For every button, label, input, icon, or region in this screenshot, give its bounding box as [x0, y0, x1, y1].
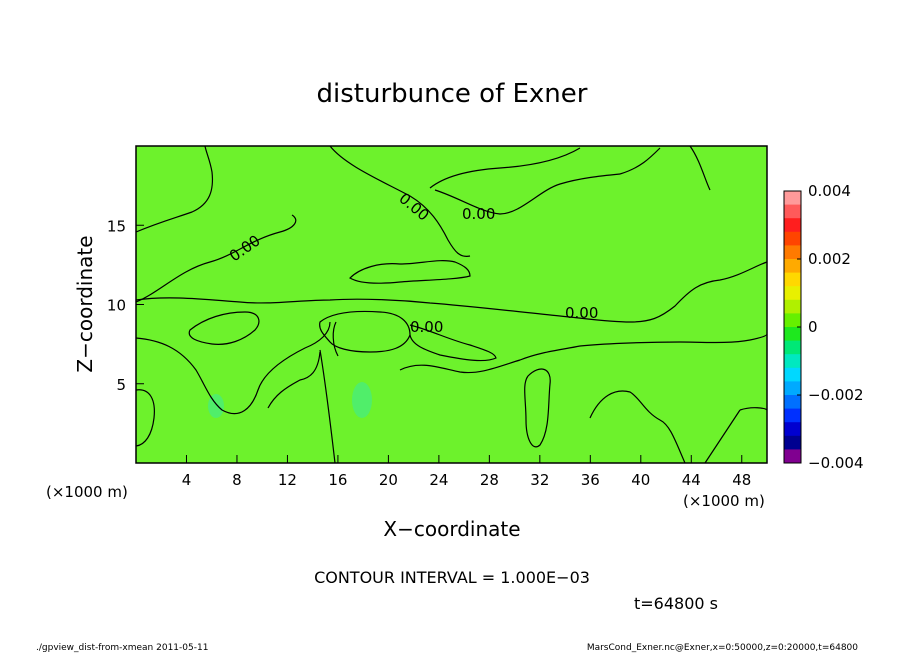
contour-line — [524, 368, 551, 448]
contour-line — [329, 145, 471, 257]
contour-line — [399, 333, 768, 374]
colorbar-cell — [784, 381, 801, 396]
chart-title: disturbunce of Exner — [317, 79, 588, 109]
y-tick-label: 15 — [107, 217, 126, 235]
x-tick-label: 44 — [682, 471, 701, 489]
x-tick-label: 16 — [328, 471, 347, 489]
colorbar-cell — [784, 272, 801, 287]
colorbar-cell — [784, 408, 801, 423]
x-tick-label: 8 — [232, 471, 242, 489]
contour-line — [434, 173, 621, 215]
colorbar-cell — [784, 313, 801, 328]
colorbar-cell — [784, 422, 801, 437]
contour-line — [429, 147, 581, 189]
contour-line — [409, 324, 497, 362]
y-tick-label: 10 — [107, 297, 126, 315]
x-tick-label: 24 — [429, 471, 448, 489]
contour-line — [589, 390, 686, 464]
contour-line — [188, 311, 260, 345]
colorbar-cell — [784, 286, 801, 301]
y-axis-label: Z−coordinate — [73, 235, 97, 372]
contour-label: 0.00 — [462, 205, 495, 223]
colorbar-cell — [784, 299, 801, 314]
y-axis-ticks: 5 10 15 — [107, 217, 144, 394]
contour-line — [267, 351, 321, 409]
contour-interval: CONTOUR INTERVAL = 1.000E−03 — [314, 568, 590, 587]
x-tick-label: 28 — [480, 471, 499, 489]
x-tick-label: 32 — [530, 471, 549, 489]
contour-line — [135, 389, 155, 447]
contour-line — [135, 145, 214, 233]
colorbar-cell — [784, 395, 801, 410]
colorbar-tick-label: −0.002 — [808, 386, 864, 404]
plot-area: 0.00 0.00 0.00 0.00 0.00 — [135, 145, 768, 464]
contour-line — [135, 261, 768, 323]
contour-line — [319, 349, 336, 464]
contour-line — [619, 147, 661, 175]
field-patch — [352, 382, 372, 418]
colorbar-tick-label: 0.004 — [808, 182, 851, 200]
colorbar-ticks: 0.004 0.002 0 −0.002 −0.004 — [797, 182, 864, 472]
colorbar-cell — [784, 354, 801, 369]
contour-line — [704, 409, 741, 464]
x-tick-label: 20 — [379, 471, 398, 489]
footer-left: ./gpview_dist-from-xmean 2011-05-11 — [36, 643, 208, 653]
contour-label: 0.00 — [565, 304, 598, 322]
x-unit-left: (×1000 m) — [46, 483, 128, 501]
field-patch — [208, 394, 224, 418]
y-tick-label: 5 — [116, 376, 126, 394]
colorbar-cell — [784, 231, 801, 246]
contour-line — [739, 407, 768, 411]
contour-line — [689, 145, 711, 191]
colorbar-cell — [784, 245, 801, 260]
colorbar-cell — [784, 367, 801, 382]
colorbar-cell — [784, 327, 801, 342]
x-axis-label: X−coordinate — [383, 517, 520, 541]
colorbar-tick-label: 0.002 — [808, 250, 851, 268]
colorbar-cell — [784, 204, 801, 219]
colorbar-cell — [784, 449, 801, 464]
contour-label: 0.00 — [410, 318, 443, 336]
colorbar-cell — [784, 435, 801, 450]
contour-lines — [135, 145, 768, 464]
x-axis-ticks: 4 8 12 16 20 24 28 32 36 40 44 48 — [182, 455, 751, 489]
colorbar-cell — [784, 259, 801, 274]
x-tick-label: 36 — [581, 471, 600, 489]
x-tick-label: 40 — [631, 471, 650, 489]
contour-line — [332, 321, 339, 357]
footer-right: MarsCond_Exner.nc@Exner,x=0:50000,z=0:20… — [587, 643, 858, 653]
x-tick-label: 4 — [182, 471, 192, 489]
colorbar-cell — [784, 191, 801, 206]
colorbar-cell — [784, 218, 801, 233]
colorbar-cells — [784, 191, 801, 464]
time-label: t=64800 s — [634, 594, 718, 613]
contour-line — [135, 321, 331, 415]
contour-line — [319, 310, 411, 353]
x-tick-label: 48 — [732, 471, 751, 489]
colorbar-tick-label: 0 — [808, 318, 818, 336]
colorbar: 0.004 0.002 0 −0.002 −0.004 — [783, 182, 864, 472]
colorbar-cell — [784, 340, 801, 355]
colorbar-tick-label: −0.004 — [808, 454, 864, 472]
contour-line — [135, 214, 297, 303]
x-tick-label: 12 — [278, 471, 297, 489]
contour-line — [349, 260, 471, 284]
x-unit-right: (×1000 m) — [683, 492, 765, 510]
